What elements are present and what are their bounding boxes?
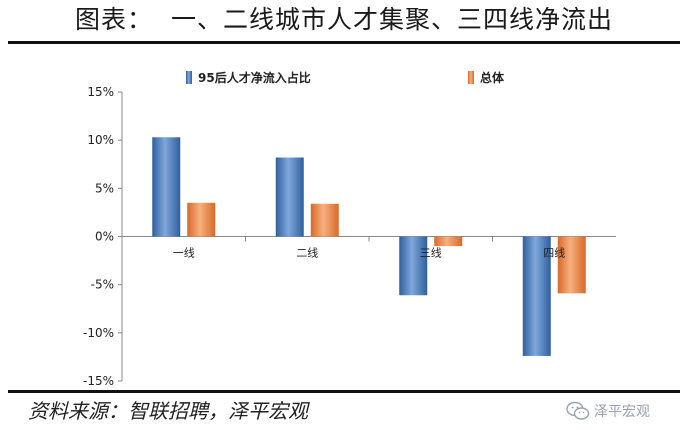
bar-young xyxy=(152,137,181,237)
title-divider xyxy=(8,41,680,44)
y-tick-label: -5% xyxy=(91,278,114,292)
wechat-icon xyxy=(566,401,590,420)
legend-label-total: 总体 xyxy=(480,70,505,85)
bar-total xyxy=(557,236,586,294)
chart-title: 图表： 一、二线城市人才集聚、三四线净流出 xyxy=(75,5,613,34)
footer-divider xyxy=(8,390,680,393)
bar-total xyxy=(187,202,216,237)
watermark: 泽平宏观 xyxy=(566,398,650,424)
bar-young xyxy=(399,236,428,296)
y-tick-label: 10% xyxy=(87,133,114,147)
bar-young xyxy=(275,157,304,237)
bar-total xyxy=(434,236,463,247)
y-tick-label: 0% xyxy=(95,230,114,244)
category-label: 四线 xyxy=(543,246,565,260)
bar-total xyxy=(310,203,339,237)
bar-chart: 95后人才净流入占比 总体 15% 10% 5% 0% -5% -10% -15% 一线 二线… xyxy=(83,70,616,388)
bar-young xyxy=(522,236,551,356)
legend-swatch-total xyxy=(468,71,474,84)
legend-label-young: 95后人才净流入占比 xyxy=(198,70,311,85)
legend-swatch-young xyxy=(186,71,192,84)
y-tick-label: 15% xyxy=(87,85,114,99)
y-tick-label: 5% xyxy=(95,181,114,195)
category-label: 二线 xyxy=(296,246,318,260)
y-tick-label: -10% xyxy=(83,326,114,340)
watermark-text: 泽平宏观 xyxy=(594,404,650,420)
chart-legend: 95后人才净流入占比 总体 xyxy=(186,70,505,85)
y-tick-label: -15% xyxy=(83,374,114,388)
category-label: 一线 xyxy=(173,246,195,260)
source-note: 资料来源：智联招聘，泽平宏观 xyxy=(28,399,308,423)
category-label: 三线 xyxy=(420,246,442,260)
